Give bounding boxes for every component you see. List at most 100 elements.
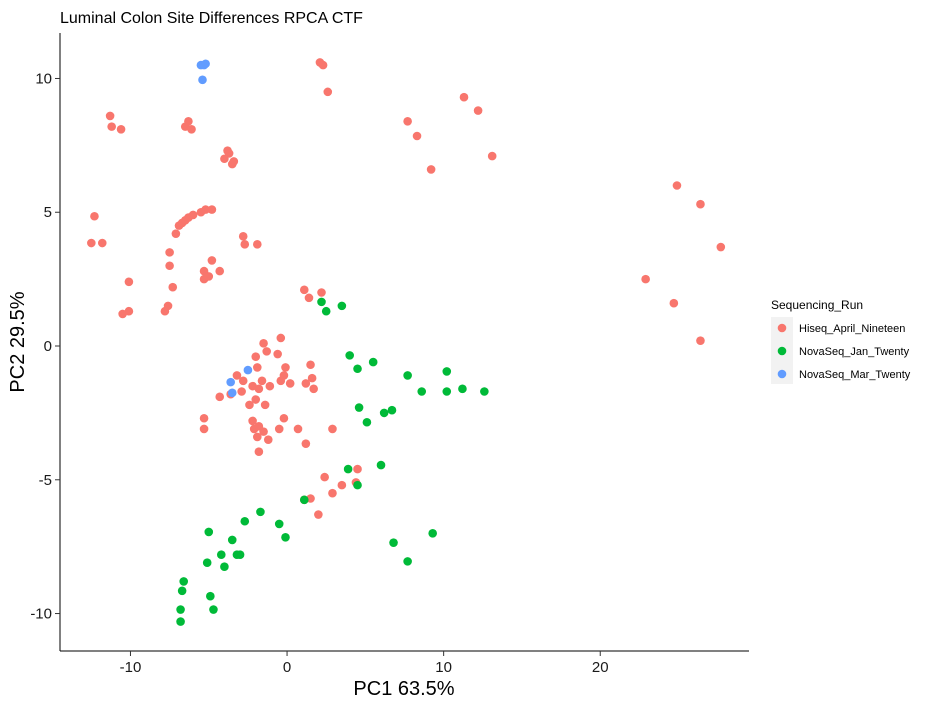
data-point xyxy=(248,416,257,426)
legend-title: Sequencing_Run xyxy=(771,298,863,312)
data-point xyxy=(428,528,437,538)
data-point xyxy=(301,439,311,448)
data-point xyxy=(251,352,261,362)
data-point xyxy=(237,387,246,396)
data-point xyxy=(672,181,682,190)
data-point xyxy=(198,75,207,85)
data-point xyxy=(227,159,237,169)
data-point xyxy=(362,417,372,427)
data-point xyxy=(459,92,469,102)
legend-label: NovaSeq_Mar_Twenty xyxy=(799,369,911,381)
data-point xyxy=(165,261,174,271)
data-point xyxy=(201,205,210,214)
data-point xyxy=(188,210,198,220)
data-point xyxy=(317,297,326,307)
data-point xyxy=(306,360,315,370)
data-point xyxy=(238,232,248,241)
data-point xyxy=(184,116,193,126)
data-point xyxy=(387,405,397,415)
data-point xyxy=(206,591,215,601)
data-point xyxy=(345,351,354,360)
data-point xyxy=(90,211,99,221)
data-point xyxy=(417,387,427,396)
data-point xyxy=(107,122,116,131)
data-point xyxy=(307,373,317,383)
data-point xyxy=(259,427,268,436)
data-point xyxy=(245,400,254,410)
data-point xyxy=(317,288,326,297)
x-tick-label: -10 xyxy=(120,659,142,676)
data-point xyxy=(243,365,253,375)
data-point xyxy=(253,240,262,249)
data-point xyxy=(232,371,242,380)
data-point xyxy=(696,336,705,345)
data-point xyxy=(240,240,250,249)
data-point xyxy=(220,154,229,164)
data-point xyxy=(209,605,218,614)
data-point xyxy=(403,116,412,126)
legend-key xyxy=(777,369,787,379)
series-2 xyxy=(196,59,253,398)
y-tick-label: -5 xyxy=(39,472,52,489)
data-point xyxy=(274,424,284,434)
data-point xyxy=(259,339,268,348)
data-point xyxy=(314,510,323,519)
data-point xyxy=(641,274,650,284)
data-point xyxy=(265,381,275,391)
data-point xyxy=(285,379,295,388)
data-point xyxy=(201,59,210,69)
data-point xyxy=(235,550,245,559)
data-point xyxy=(299,495,309,505)
y-axis-title: PC2 29.5% xyxy=(7,291,29,392)
data-point xyxy=(412,131,422,141)
data-point xyxy=(227,388,237,398)
data-point xyxy=(669,298,679,308)
data-point xyxy=(343,464,353,474)
data-point xyxy=(253,432,262,442)
data-point xyxy=(309,384,318,394)
data-point xyxy=(124,306,134,316)
data-point xyxy=(293,424,303,434)
data-point xyxy=(276,376,286,386)
legend-items: Hiseq_April_Nineteen NovaSeq_Jan_Twenty No… xyxy=(771,317,911,384)
data-point xyxy=(226,377,235,387)
y-tick-label: -10 xyxy=(30,606,52,623)
data-point xyxy=(299,285,309,295)
data-point xyxy=(199,424,209,434)
legend-key xyxy=(777,323,787,333)
legend-label: Hiseq_April_Nineteen xyxy=(799,323,905,335)
x-axis-title: PC1 63.5% xyxy=(353,678,454,700)
data-point xyxy=(301,379,311,388)
data-point xyxy=(442,387,452,396)
data-point xyxy=(105,111,115,121)
data-point xyxy=(337,480,347,490)
chart-title: Luminal Colon Site Differences RPCA CTF xyxy=(60,10,363,27)
series-1 xyxy=(176,297,489,626)
data-point xyxy=(328,488,337,498)
data-point xyxy=(257,376,267,386)
data-point xyxy=(87,238,96,248)
series-0 xyxy=(87,58,726,519)
data-point xyxy=(179,577,189,586)
data-point xyxy=(168,282,178,292)
data-point xyxy=(260,400,270,410)
legend-label: NovaSeq_Jan_Twenty xyxy=(799,346,910,358)
data-point xyxy=(187,125,196,134)
data-point xyxy=(204,527,214,537)
data-point xyxy=(273,349,282,359)
data-point xyxy=(376,460,386,470)
data-point xyxy=(473,106,483,115)
data-point xyxy=(262,347,272,356)
data-point xyxy=(318,60,328,70)
data-point xyxy=(281,363,290,372)
data-point xyxy=(124,277,134,287)
data-point xyxy=(354,403,364,412)
data-point xyxy=(274,519,284,529)
data-point xyxy=(696,199,705,209)
data-point xyxy=(328,424,337,434)
data-point xyxy=(403,371,412,380)
data-point xyxy=(353,480,362,490)
axes xyxy=(59,33,749,652)
x-tick-label: 10 xyxy=(435,659,452,676)
